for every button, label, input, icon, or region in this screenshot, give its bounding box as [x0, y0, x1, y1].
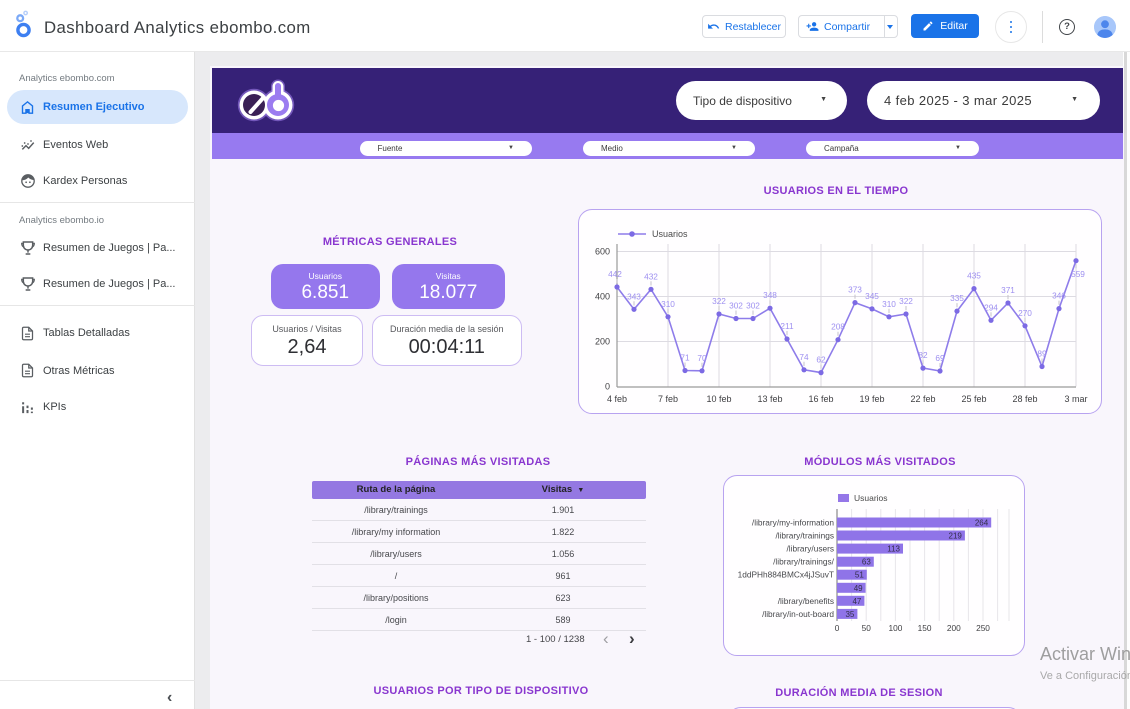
svg-text:294: 294	[984, 302, 998, 312]
svg-text:100: 100	[888, 623, 902, 633]
svg-text:82: 82	[918, 350, 928, 360]
svg-text:600: 600	[595, 247, 610, 257]
svg-text:74: 74	[799, 352, 809, 362]
svg-text:22 feb: 22 feb	[910, 394, 935, 404]
svg-text:63: 63	[862, 558, 871, 567]
svg-text:371: 371	[1001, 285, 1015, 295]
svg-text:89: 89	[1037, 349, 1047, 359]
svg-text:Usuarios: Usuarios	[652, 229, 688, 239]
svg-text:/library/in-out-board: /library/in-out-board	[762, 609, 834, 619]
svg-text:310: 310	[882, 299, 896, 309]
svg-text:343: 343	[627, 291, 641, 301]
svg-text:270: 270	[1018, 308, 1032, 318]
svg-text:442: 442	[608, 269, 622, 279]
svg-text:51: 51	[855, 571, 864, 580]
svg-text:200: 200	[947, 623, 961, 633]
svg-text:50: 50	[862, 623, 872, 633]
svg-text:70: 70	[697, 353, 707, 363]
svg-text:264: 264	[975, 519, 989, 528]
svg-text:302: 302	[746, 301, 760, 311]
svg-text:310: 310	[661, 299, 675, 309]
svg-text:1ddPHh884BMCx4jJSuvT: 1ddPHh884BMCx4jJSuvT	[738, 570, 834, 580]
svg-text:335: 335	[950, 293, 964, 303]
svg-text:/library/my-information: /library/my-information	[752, 518, 834, 528]
svg-text:13 feb: 13 feb	[757, 394, 782, 404]
svg-text:200: 200	[595, 337, 610, 347]
svg-text:49: 49	[854, 584, 863, 593]
svg-text:7 feb: 7 feb	[658, 394, 678, 404]
svg-text:219: 219	[949, 532, 963, 541]
svg-text:400: 400	[595, 292, 610, 302]
svg-text:113: 113	[887, 545, 900, 554]
svg-text:35: 35	[845, 610, 854, 619]
svg-text:16 feb: 16 feb	[808, 394, 833, 404]
svg-text:10 feb: 10 feb	[706, 394, 731, 404]
svg-text:28 feb: 28 feb	[1012, 394, 1037, 404]
svg-text:346: 346	[1052, 291, 1066, 301]
svg-text:432: 432	[644, 271, 658, 281]
svg-text:211: 211	[780, 321, 794, 331]
svg-text:150: 150	[918, 623, 932, 633]
svg-text:208: 208	[831, 322, 845, 332]
svg-text:/library/trainings/: /library/trainings/	[773, 557, 835, 567]
svg-text:/library/trainings: /library/trainings	[775, 531, 834, 541]
svg-text:3 mar: 3 mar	[1064, 394, 1087, 404]
svg-text:435: 435	[967, 271, 981, 281]
svg-text:4 feb: 4 feb	[607, 394, 627, 404]
svg-text:47: 47	[852, 597, 861, 606]
svg-text:71: 71	[680, 353, 690, 363]
svg-text:/library/benefits: /library/benefits	[778, 596, 834, 606]
svg-text:0: 0	[835, 623, 840, 633]
svg-text:559: 559	[1071, 269, 1085, 279]
svg-text:345: 345	[865, 291, 879, 301]
svg-text:373: 373	[848, 285, 862, 295]
svg-text:348: 348	[763, 290, 777, 300]
svg-text:302: 302	[729, 301, 743, 311]
svg-text:322: 322	[899, 296, 913, 306]
svg-text:25 feb: 25 feb	[961, 394, 986, 404]
svg-text:Usuarios: Usuarios	[854, 493, 888, 503]
svg-text:19 feb: 19 feb	[859, 394, 884, 404]
svg-text:250: 250	[976, 623, 990, 633]
svg-text:/library/users: /library/users	[787, 544, 835, 554]
svg-text:62: 62	[816, 355, 826, 365]
svg-text:322: 322	[712, 296, 726, 306]
svg-text:0: 0	[605, 382, 610, 392]
svg-text:69: 69	[935, 353, 945, 363]
